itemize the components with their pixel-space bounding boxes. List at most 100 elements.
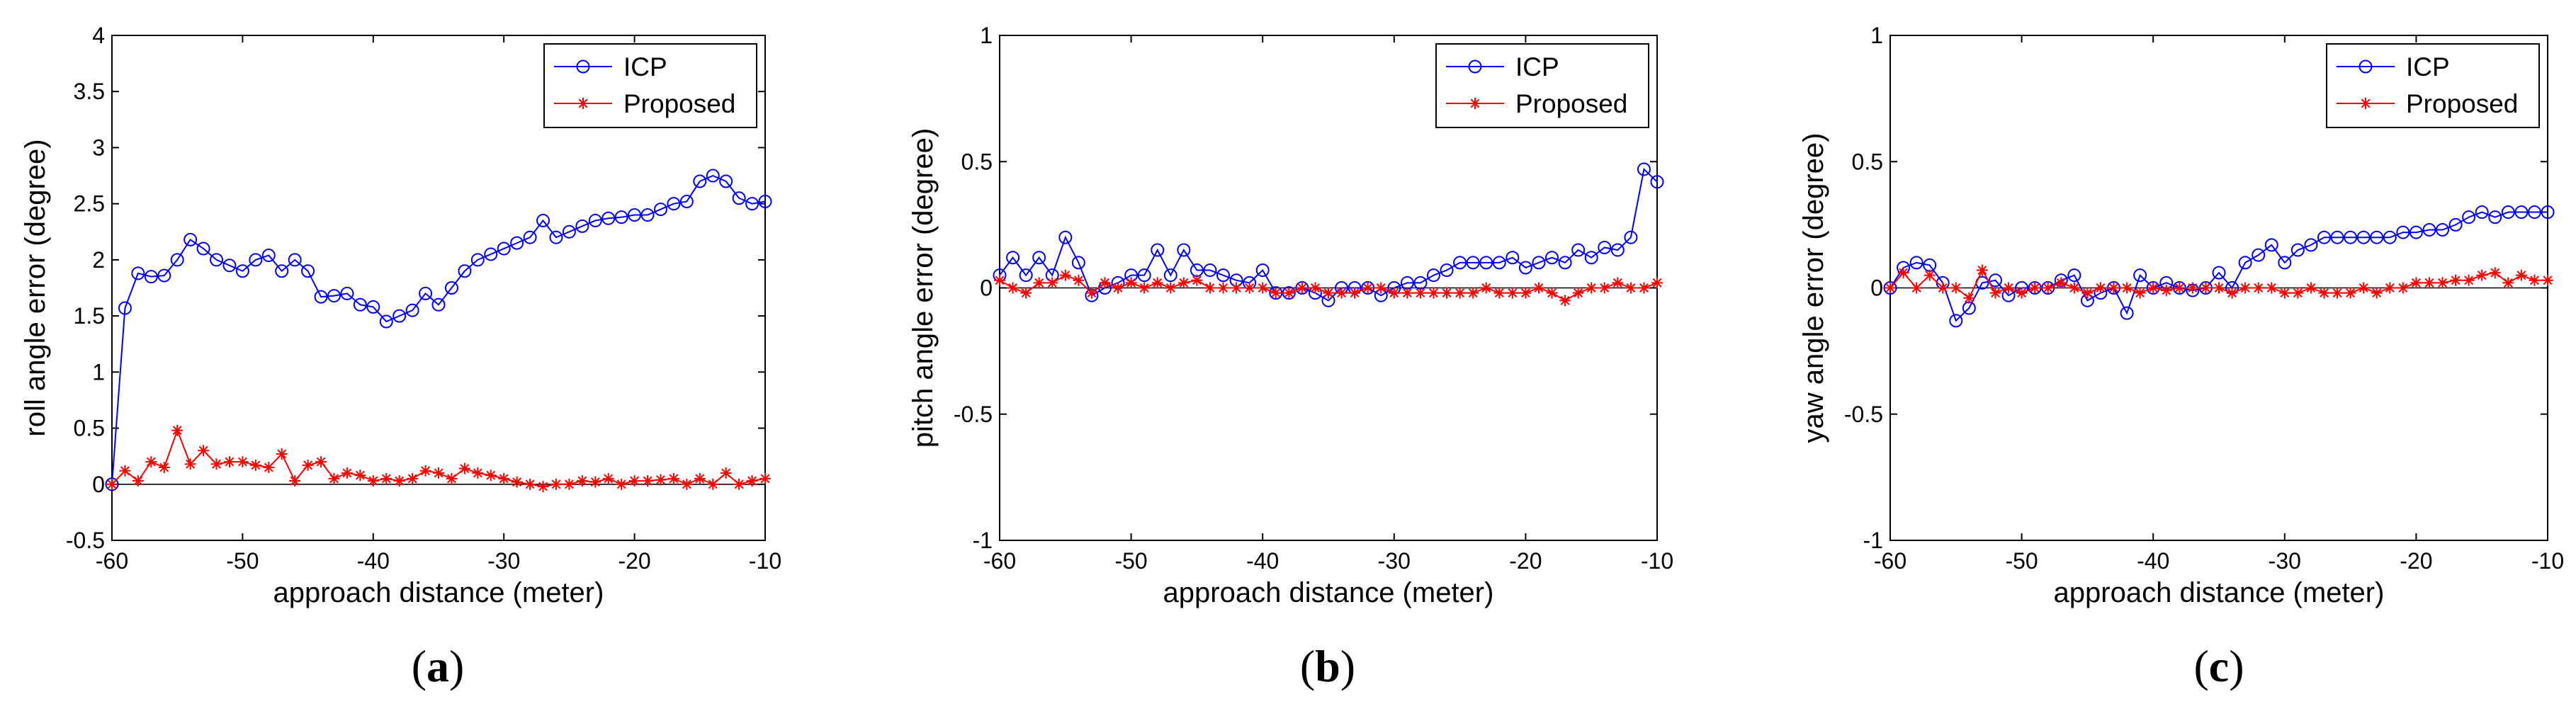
data-point-icp bbox=[2541, 205, 2555, 220]
data-point-proposed bbox=[263, 462, 275, 474]
legend-label-proposed: Proposed bbox=[2406, 89, 2518, 118]
data-point-icp bbox=[1071, 256, 1085, 270]
data-point-proposed bbox=[655, 474, 667, 486]
data-point-proposed bbox=[1546, 287, 1558, 299]
data-point-proposed bbox=[707, 478, 719, 490]
data-point-proposed bbox=[1033, 277, 1045, 289]
data-point-icp bbox=[327, 289, 341, 303]
data-point-proposed bbox=[458, 462, 470, 475]
data-point-icp bbox=[1909, 256, 1923, 270]
data-point-icp bbox=[2436, 223, 2450, 237]
data-point-proposed bbox=[1151, 277, 1163, 289]
data-point-icp bbox=[1032, 251, 1046, 265]
data-point-proposed bbox=[642, 475, 654, 487]
data-point-icp bbox=[301, 264, 315, 278]
data-point-icp bbox=[2396, 225, 2410, 239]
data-point-proposed bbox=[1559, 295, 1571, 307]
data-point-proposed bbox=[1467, 287, 1479, 299]
data-point-icp bbox=[144, 270, 158, 284]
data-point-proposed bbox=[2358, 282, 2370, 294]
data-point-icp bbox=[2304, 238, 2318, 252]
data-point-icp bbox=[105, 477, 119, 491]
data-point-proposed bbox=[2186, 282, 2198, 294]
legend-box bbox=[2326, 43, 2540, 128]
data-point-icp bbox=[1466, 256, 1480, 270]
y-tick-label: -0.5 bbox=[66, 528, 105, 553]
data-point-icp bbox=[1216, 268, 1231, 283]
data-point-icp bbox=[1019, 268, 1033, 283]
data-point-proposed bbox=[694, 472, 706, 484]
data-point-proposed bbox=[315, 456, 327, 468]
data-point-proposed bbox=[550, 478, 562, 490]
data-point-icp bbox=[758, 194, 772, 208]
data-point-icp bbox=[458, 264, 472, 278]
data-point-proposed bbox=[2318, 287, 2330, 299]
data-point-icp bbox=[1650, 175, 1664, 189]
data-point-proposed bbox=[628, 475, 640, 487]
data-point-proposed bbox=[1375, 282, 1387, 294]
legend-label-icp: ICP bbox=[623, 52, 667, 81]
data-point-icp bbox=[340, 286, 354, 300]
y-axis-label: pitch angle error (degree) bbox=[908, 128, 939, 448]
series-line-icp bbox=[111, 174, 766, 484]
data-point-icp bbox=[1163, 268, 1177, 283]
data-point-proposed bbox=[393, 475, 405, 487]
legend-label-proposed: Proposed bbox=[1515, 89, 1627, 118]
data-point-icp bbox=[2212, 266, 2226, 280]
data-point-icp bbox=[614, 210, 628, 225]
data-point-proposed bbox=[1191, 274, 1203, 286]
data-point-proposed bbox=[1923, 269, 1936, 281]
data-point-proposed bbox=[1911, 282, 1923, 294]
data-point-icp bbox=[2462, 210, 2476, 225]
data-point-icp bbox=[1949, 314, 1963, 328]
panel-label: (b) bbox=[1300, 641, 1355, 691]
data-point-icp bbox=[640, 208, 655, 222]
data-point-proposed bbox=[1897, 267, 1909, 279]
data-point-proposed bbox=[2068, 282, 2080, 294]
data-point-proposed bbox=[681, 478, 693, 490]
data-point-icp bbox=[131, 266, 145, 280]
data-point-icp bbox=[157, 268, 171, 283]
data-point-icp bbox=[1006, 251, 1020, 265]
data-point-proposed bbox=[1007, 282, 1019, 294]
data-point-icp bbox=[628, 208, 642, 222]
x-axis-label: approach distance (meter) bbox=[273, 577, 604, 608]
data-point-proposed bbox=[1441, 287, 1453, 299]
x-tick-label: -40 bbox=[1246, 548, 1279, 574]
data-point-icp bbox=[2488, 210, 2502, 225]
data-point-icp bbox=[2290, 243, 2305, 257]
data-point-icp bbox=[693, 174, 707, 188]
data-point-icp bbox=[732, 191, 746, 205]
data-point-proposed bbox=[589, 476, 601, 488]
data-point-proposed bbox=[1480, 282, 1492, 294]
data-point-proposed bbox=[2384, 282, 2396, 294]
data-point-proposed bbox=[367, 475, 379, 487]
x-tick-label: -50 bbox=[2005, 548, 2038, 574]
data-point-proposed bbox=[171, 424, 183, 436]
data-point-icp bbox=[2422, 223, 2436, 237]
data-point-icp bbox=[2278, 256, 2292, 270]
data-point-proposed bbox=[576, 475, 588, 487]
data-point-icp bbox=[1571, 243, 1586, 257]
data-point-icp bbox=[2238, 256, 2252, 270]
data-point-proposed bbox=[1493, 287, 1506, 299]
data-point-icp bbox=[353, 297, 367, 312]
data-point-proposed bbox=[1976, 264, 1988, 276]
data-point-proposed bbox=[1059, 269, 1071, 281]
data-point-proposed bbox=[289, 475, 301, 487]
data-point-proposed bbox=[1217, 282, 1229, 294]
data-point-proposed bbox=[223, 456, 235, 468]
data-point-icp bbox=[379, 314, 393, 329]
legend-label-proposed: Proposed bbox=[623, 89, 735, 118]
data-point-proposed bbox=[1099, 277, 1111, 289]
data-point-proposed bbox=[563, 478, 575, 490]
legend-marker-icp bbox=[2358, 59, 2373, 74]
data-point-icp bbox=[1058, 230, 1073, 244]
data-point-icp bbox=[2067, 268, 2081, 283]
data-point-icp bbox=[1177, 243, 1191, 257]
x-tick-label: -10 bbox=[2531, 548, 2564, 574]
y-tick-label: 0.5 bbox=[74, 416, 105, 441]
data-point-icp bbox=[366, 300, 380, 314]
y-tick-label: 3.5 bbox=[74, 79, 105, 104]
data-point-icp bbox=[1255, 263, 1270, 278]
